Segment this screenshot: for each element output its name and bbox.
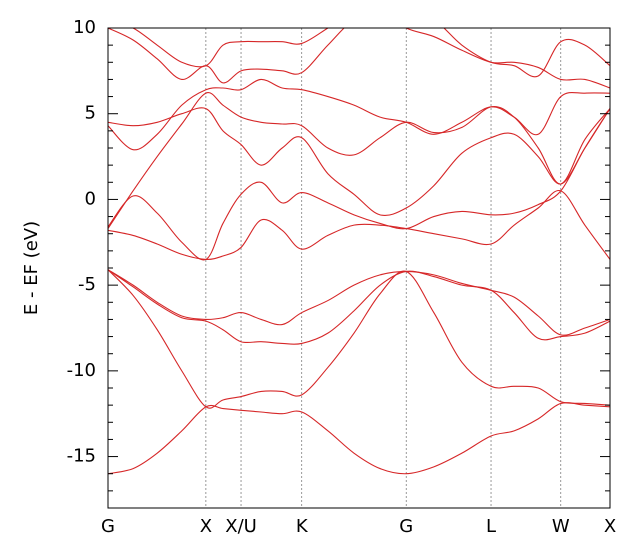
x-tick-label: G	[399, 516, 413, 537]
y-tick-label: 0	[85, 188, 96, 209]
grid	[107, 28, 611, 508]
band-line	[108, 78, 610, 151]
x-tick-label: X	[604, 516, 616, 537]
band-line	[108, 269, 610, 345]
band-line	[131, 28, 610, 78]
band-line	[108, 269, 610, 336]
axes: -15 -10 -5 0 5 10 G X X/U K G L W X	[67, 17, 617, 537]
x-tick-label: X	[200, 516, 212, 537]
y-tick-label: 5	[85, 103, 96, 124]
band-line	[108, 108, 610, 261]
y-tick-label: -5	[78, 274, 96, 295]
x-tick-label: G	[101, 516, 115, 537]
y-tick-label: -10	[67, 360, 96, 381]
y-axis-label: E - EF (eV)	[21, 221, 42, 315]
x-tick-label: K	[296, 516, 309, 537]
band-line	[108, 92, 610, 229]
plot-frame	[107, 27, 611, 509]
x-tick-label: L	[486, 516, 496, 537]
band-line	[108, 402, 610, 475]
band-line	[108, 189, 610, 260]
y-tick-label: 10	[73, 17, 96, 38]
band-line	[108, 269, 610, 409]
y-tick-label: -15	[67, 446, 96, 467]
x-tick-label: X/U	[225, 516, 257, 537]
x-tick-label: W	[552, 516, 570, 537]
band-line	[108, 28, 610, 89]
bands	[108, 28, 610, 475]
band-line	[108, 107, 610, 216]
